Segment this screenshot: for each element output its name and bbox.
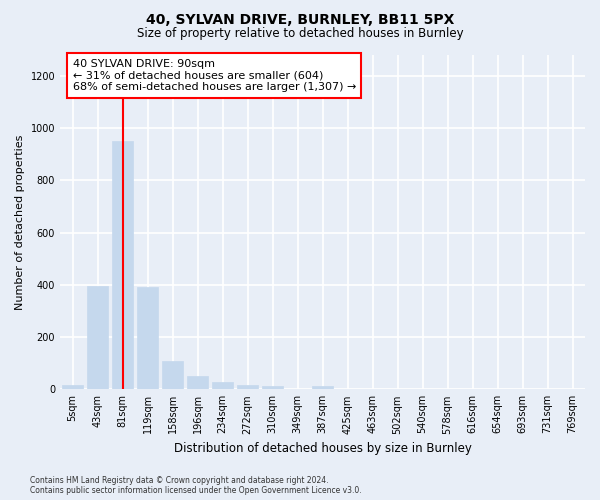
Bar bbox=[137, 288, 158, 390]
Bar bbox=[237, 386, 258, 390]
Bar bbox=[312, 386, 333, 390]
Bar bbox=[187, 376, 208, 390]
Text: 40 SYLVAN DRIVE: 90sqm
← 31% of detached houses are smaller (604)
68% of semi-de: 40 SYLVAN DRIVE: 90sqm ← 31% of detached… bbox=[73, 59, 356, 92]
Bar bbox=[112, 141, 133, 390]
Bar bbox=[262, 386, 283, 390]
Bar bbox=[212, 382, 233, 390]
Text: Contains HM Land Registry data © Crown copyright and database right 2024.
Contai: Contains HM Land Registry data © Crown c… bbox=[30, 476, 362, 495]
Y-axis label: Number of detached properties: Number of detached properties bbox=[15, 134, 25, 310]
Bar bbox=[87, 286, 108, 390]
X-axis label: Distribution of detached houses by size in Burnley: Distribution of detached houses by size … bbox=[173, 442, 472, 455]
Bar bbox=[162, 360, 183, 390]
Text: Size of property relative to detached houses in Burnley: Size of property relative to detached ho… bbox=[137, 28, 463, 40]
Text: 40, SYLVAN DRIVE, BURNLEY, BB11 5PX: 40, SYLVAN DRIVE, BURNLEY, BB11 5PX bbox=[146, 12, 454, 26]
Bar bbox=[62, 386, 83, 390]
